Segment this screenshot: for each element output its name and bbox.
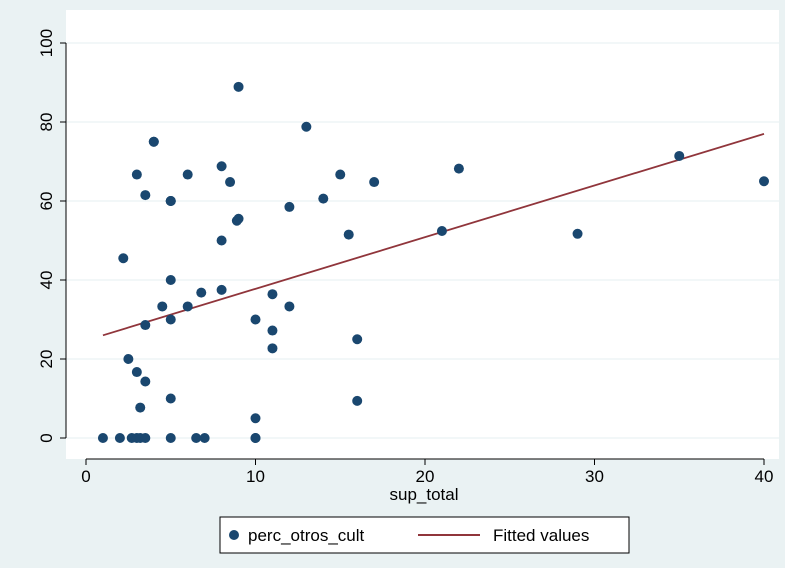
data-point-49 bbox=[352, 395, 363, 406]
data-point-50 bbox=[352, 334, 363, 345]
x-tick-label-20: 20 bbox=[416, 467, 435, 486]
fit-line-layer bbox=[102, 132, 765, 337]
fit-line bbox=[102, 132, 765, 337]
data-point-17 bbox=[165, 433, 176, 443]
data-point-27 bbox=[196, 287, 207, 298]
y-tick-label-60: 60 bbox=[37, 192, 56, 211]
data-point-52 bbox=[436, 226, 447, 237]
data-point-46 bbox=[318, 193, 329, 204]
data-point-1 bbox=[114, 433, 125, 443]
data-point-44 bbox=[284, 201, 295, 212]
data-point-9 bbox=[135, 402, 146, 413]
legend-label-fitted-values: Fitted values bbox=[493, 526, 589, 545]
legend-label-perc-otros-cult: perc_otros_cult bbox=[248, 526, 365, 545]
data-point-47 bbox=[335, 169, 346, 180]
data-point-45 bbox=[301, 121, 312, 132]
data-point-20 bbox=[165, 275, 176, 285]
y-tick-label-20: 20 bbox=[37, 350, 56, 369]
data-point-2 bbox=[118, 253, 129, 264]
data-point-29 bbox=[216, 284, 227, 295]
data-point-28 bbox=[199, 433, 210, 443]
legend-point-marker bbox=[229, 530, 239, 540]
x-tick-label-40: 40 bbox=[755, 467, 774, 486]
y-tick-label-40: 40 bbox=[37, 271, 56, 290]
data-point-18 bbox=[165, 393, 176, 404]
legend: perc_otros_cult Fitted values bbox=[219, 516, 630, 554]
data-point-35 bbox=[233, 81, 244, 92]
x-tick-label-30: 30 bbox=[585, 467, 604, 486]
data-point-34 bbox=[233, 213, 244, 224]
x-axis-title: sup_total bbox=[390, 485, 459, 504]
data-point-25 bbox=[182, 169, 193, 180]
data-point-39 bbox=[250, 314, 261, 325]
data-point-13 bbox=[140, 190, 151, 201]
data-point-30 bbox=[216, 235, 227, 246]
data-point-31 bbox=[216, 161, 227, 172]
data-point-11 bbox=[140, 376, 151, 387]
data-point-3 bbox=[123, 354, 134, 364]
data-point-10 bbox=[140, 433, 151, 443]
data-point-12 bbox=[140, 320, 151, 331]
data-point-37 bbox=[250, 433, 261, 443]
data-point-51 bbox=[369, 177, 380, 188]
data-point-38 bbox=[250, 413, 261, 424]
data-point-48 bbox=[343, 229, 354, 240]
y-tick-label-80: 80 bbox=[37, 113, 56, 132]
data-point-24 bbox=[182, 301, 193, 312]
data-point-15 bbox=[148, 136, 159, 147]
scatter-points bbox=[97, 81, 769, 443]
data-point-19 bbox=[165, 314, 176, 325]
data-point-32 bbox=[225, 177, 236, 188]
y-tick-label-0: 0 bbox=[37, 433, 56, 442]
axes: 0 20 40 60 80 100 0 10 20 30 40 bbox=[37, 29, 774, 486]
y-tick-label-100: 100 bbox=[37, 29, 56, 57]
data-point-40 bbox=[267, 343, 278, 354]
data-point-55 bbox=[674, 150, 685, 161]
data-point-0 bbox=[97, 433, 108, 443]
x-tick-label-10: 10 bbox=[246, 467, 265, 486]
data-point-42 bbox=[267, 289, 278, 300]
data-point-6 bbox=[131, 367, 142, 378]
data-point-26 bbox=[191, 433, 202, 443]
data-point-56 bbox=[759, 176, 769, 187]
data-point-43 bbox=[284, 301, 295, 312]
data-point-16 bbox=[157, 301, 168, 312]
data-point-41 bbox=[267, 325, 278, 336]
data-point-53 bbox=[453, 163, 464, 174]
grid-lines bbox=[66, 42, 779, 439]
legend-box bbox=[219, 516, 630, 554]
data-point-23 bbox=[165, 196, 176, 206]
plot-area bbox=[66, 10, 779, 459]
data-point-7 bbox=[131, 169, 142, 180]
data-point-54 bbox=[572, 228, 583, 239]
x-tick-label-0: 0 bbox=[81, 467, 90, 486]
